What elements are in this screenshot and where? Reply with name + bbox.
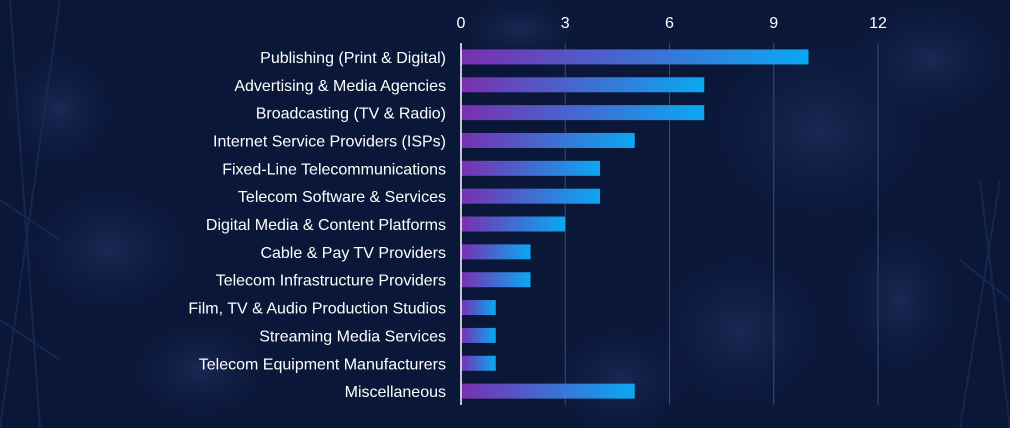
category-label: Film, TV & Audio Production Studios (188, 301, 446, 318)
x-tick-label: 9 (769, 15, 778, 32)
category-label: Internet Service Providers (ISPs) (213, 133, 446, 150)
x-tick-label: 6 (665, 15, 674, 32)
category-label: Publishing (Print & Digital) (260, 50, 446, 67)
antenna-dish-decoration (460, 0, 580, 65)
bar (461, 105, 705, 121)
category-label: Telecom Infrastructure Providers (216, 273, 446, 290)
antenna-dish-decoration (650, 250, 830, 410)
x-tick-label: 12 (869, 15, 887, 32)
gridlines (564, 43, 879, 406)
category-label: Broadcasting (TV & Radio) (256, 106, 446, 123)
bar (461, 188, 600, 204)
category-label: Telecom Equipment Manufacturers (199, 356, 446, 373)
category-label: Streaming Media Services (259, 328, 446, 345)
category-label: Advertising & Media Agencies (234, 78, 446, 95)
bar (461, 327, 496, 343)
bar (461, 300, 496, 316)
category-label: Fixed-Line Telecommunications (222, 161, 446, 178)
bar (461, 383, 635, 399)
x-axis-ticks: 0 3 6 9 12 (457, 15, 887, 32)
bar (461, 49, 809, 65)
bar (461, 216, 566, 232)
antenna-dish-decoration (25, 185, 195, 315)
x-tick-label: 3 (561, 15, 570, 32)
category-label: Telecom Software & Services (238, 189, 446, 206)
x-tick-label: 0 (457, 15, 466, 32)
bar (461, 160, 600, 176)
bars (461, 49, 809, 399)
bar (461, 244, 531, 260)
bar (461, 77, 705, 93)
category-label: Cable & Pay TV Providers (260, 245, 446, 262)
category-label: Miscellaneous (345, 384, 446, 401)
antenna-dish-decoration (130, 320, 270, 420)
antenna-dish-decoration (840, 225, 960, 375)
category-labels: Publishing (Print & Digital) Advertising … (188, 50, 446, 401)
antenna-dish-decoration (550, 325, 690, 428)
bar (461, 355, 496, 371)
antenna-dish-decoration (5, 50, 115, 170)
antenna-dish-decoration (850, 0, 1010, 120)
category-label: Digital Media & Content Platforms (206, 217, 446, 234)
bar (461, 272, 531, 288)
bar (461, 132, 635, 148)
